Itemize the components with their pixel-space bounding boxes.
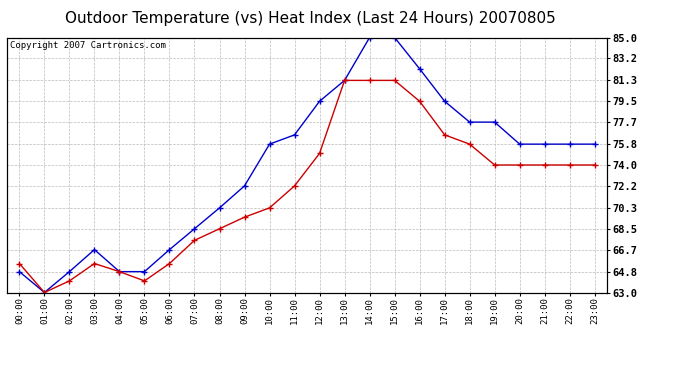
Text: Outdoor Temperature (vs) Heat Index (Last 24 Hours) 20070805: Outdoor Temperature (vs) Heat Index (Las…	[65, 11, 556, 26]
Text: Copyright 2007 Cartronics.com: Copyright 2007 Cartronics.com	[10, 41, 166, 50]
